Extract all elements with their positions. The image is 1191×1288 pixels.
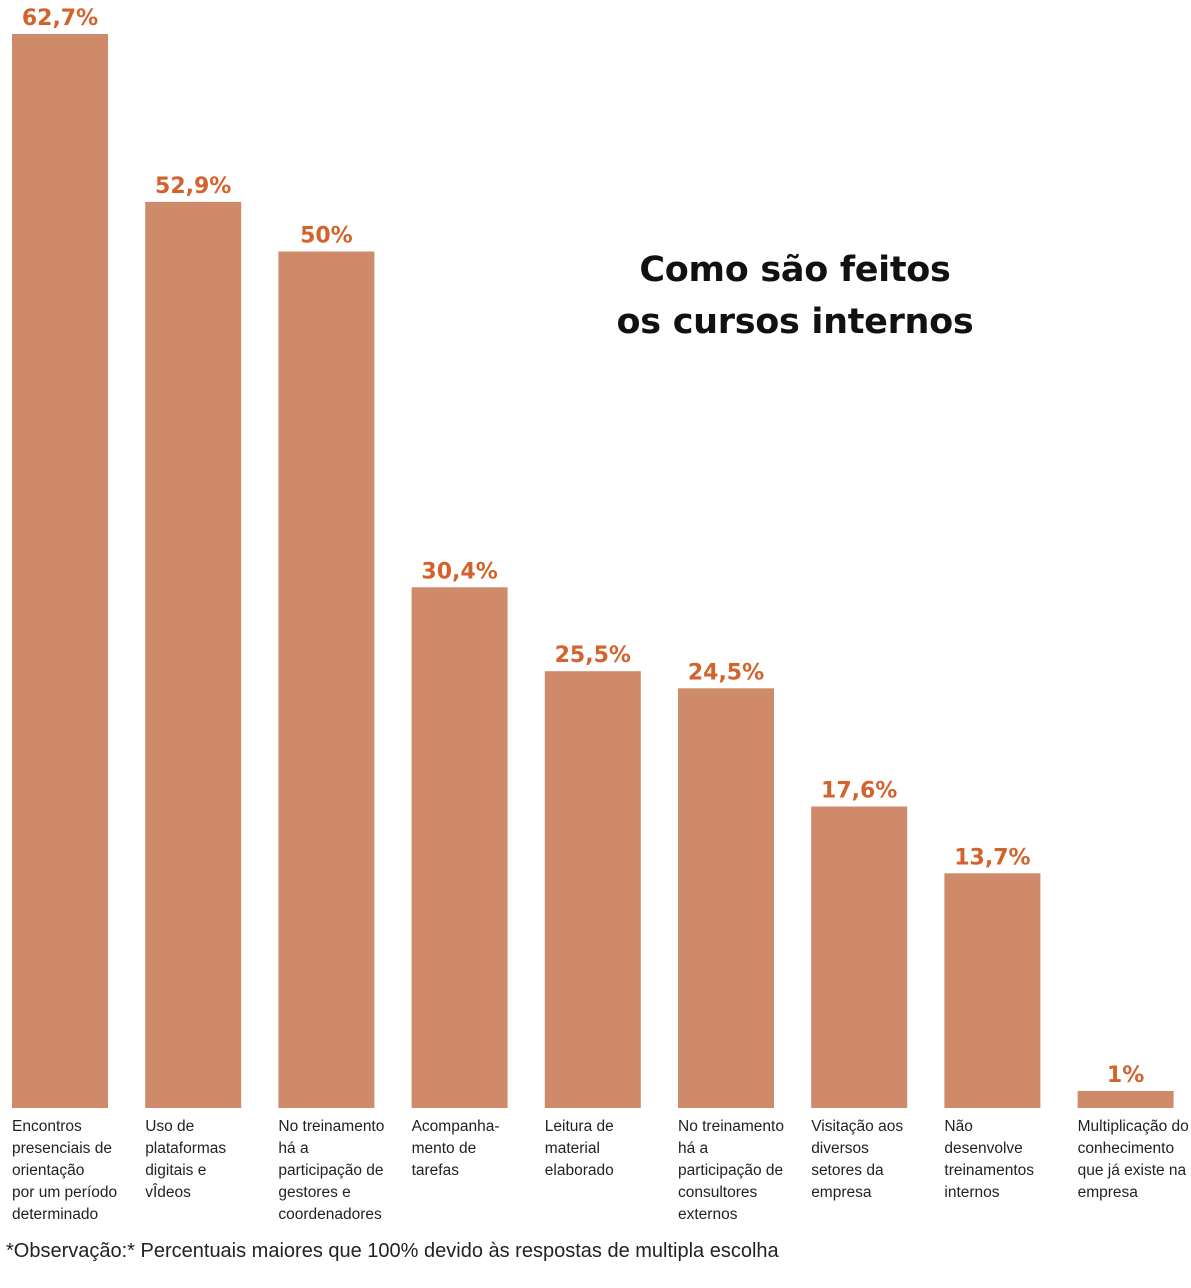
chart-title: Como são feitos os cursos internos — [560, 244, 1030, 348]
bar-2 — [145, 201, 242, 1108]
bar-7 — [811, 806, 908, 1108]
category-label-7: Visitação aos diversos setores da empresa — [811, 1118, 903, 1201]
value-label-8: 13,7% — [954, 845, 1030, 870]
value-label-9: 1% — [1107, 1063, 1144, 1088]
value-label-3: 50% — [300, 224, 353, 249]
value-label-7: 17,6% — [821, 779, 897, 804]
value-label-6: 24,5% — [688, 660, 764, 685]
category-label-5: Leitura de material elaborado — [545, 1118, 614, 1179]
bar-4 — [411, 587, 508, 1108]
category-label-9: Multiplicação do conhecimento que já exist… — [1078, 1118, 1189, 1201]
bar-5 — [544, 671, 641, 1108]
category-label-3: No treinamento há a participação de gestore… — [278, 1118, 384, 1223]
value-label-1: 62,7% — [22, 6, 98, 31]
value-label-2: 52,9% — [155, 174, 231, 199]
bar-3 — [278, 251, 375, 1108]
category-label-1: Encontros presenciais de orientação por um … — [12, 1118, 117, 1223]
bar-9 — [1077, 1090, 1174, 1108]
value-label-4: 30,4% — [421, 559, 497, 584]
bar-8 — [944, 873, 1041, 1108]
bar-6 — [678, 688, 774, 1108]
value-label-5: 25,5% — [555, 643, 631, 668]
bar-1 — [12, 34, 108, 1108]
chart-title-line-2: os cursos internos — [616, 302, 974, 342]
category-label-8: Não desenvolve treinamentos internos — [944, 1118, 1034, 1201]
chart-title-line-1: Como são feitos — [639, 250, 951, 290]
category-label-4: Acompanha-mento de tarefas — [412, 1118, 500, 1179]
category-label-6: No treinamento há a participação de consult… — [678, 1118, 784, 1223]
footnote: *Observação:* Percentuais maiores que 10… — [6, 1240, 779, 1262]
category-label-2: Uso de plataformas digitais e vÎdeos — [145, 1118, 226, 1201]
